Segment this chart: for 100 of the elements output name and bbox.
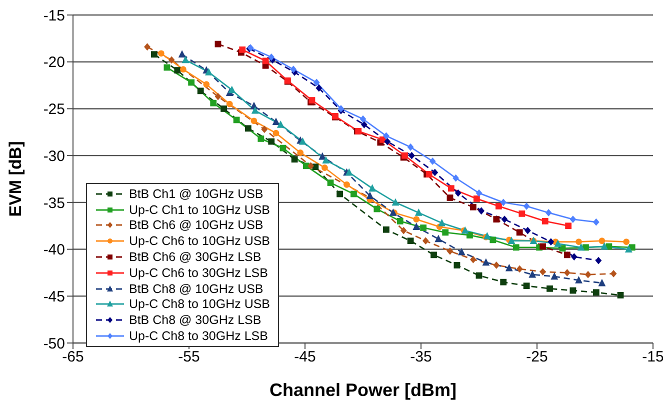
point [251,106,259,114]
legend-label: BtB Ch6 @ 10GHz USB [129,218,264,232]
point [412,222,420,230]
point [327,180,334,186]
point [205,68,212,76]
point [408,152,415,160]
point [280,144,286,152]
point [617,292,624,298]
point [540,243,546,250]
y-axis-title: EVM [dB] [6,141,26,217]
x-axis-title: Channel Power [dBm] [269,380,457,400]
point [470,256,476,264]
point [336,190,343,198]
point [546,285,553,292]
point [350,190,357,198]
point [392,198,400,206]
point [442,229,449,236]
point [180,66,186,73]
point [297,150,304,156]
point [422,237,429,245]
point [523,282,530,290]
y-tick-label: -50 [43,335,65,352]
point [493,216,500,222]
x-tick-label: -55 [178,348,200,366]
point [554,239,562,247]
point [623,238,630,245]
point [272,130,280,136]
x-tick-label: -25 [526,348,548,366]
legend-label: Up-C Ch8 to 30GHz LSB [129,329,268,344]
point [344,181,350,188]
point [490,236,496,244]
point [268,138,275,145]
point [396,218,404,224]
point [446,194,454,201]
point [446,247,454,255]
point [542,218,548,224]
point [570,216,576,223]
point [524,226,531,234]
point [570,253,578,260]
point [426,171,432,178]
point [466,232,473,238]
point [178,50,186,58]
point [291,156,298,163]
point [493,262,500,269]
legend-label: BtB Ch8 @ 10GHz USB [129,282,264,296]
point [244,125,252,132]
point [374,206,380,212]
point [575,276,582,284]
point [168,56,175,64]
point [210,100,217,106]
point [188,79,195,86]
point [592,218,600,226]
point [438,218,446,226]
point [182,56,190,64]
point [448,185,454,192]
point [454,262,460,268]
point [432,168,438,176]
point [528,270,536,278]
point [151,51,158,58]
point [595,256,602,264]
y-tick-label: -35 [43,194,65,212]
point [452,174,459,182]
point [420,224,427,231]
point [366,192,374,200]
point [313,78,320,86]
point [518,210,526,217]
point [496,202,502,210]
point [592,289,600,296]
point [500,278,507,286]
point [548,238,554,246]
point [577,243,585,251]
legend-label: Up-C Ch6 to 10GHz USB [129,234,270,248]
point [174,67,181,74]
point [516,265,523,273]
point [501,216,508,223]
point [500,198,507,206]
point [368,184,376,192]
point [584,270,592,278]
point [508,236,516,244]
point [565,222,572,230]
point [482,258,490,266]
point [322,156,330,164]
point [197,88,204,94]
point [576,238,582,245]
point [360,120,368,128]
point [233,116,240,124]
point [290,66,297,74]
point [458,248,466,256]
point [228,86,236,94]
point [220,106,227,112]
point [262,58,269,64]
point [203,81,210,88]
point [523,202,530,210]
x-tick-label: -15 [642,348,664,366]
point [158,50,164,57]
legend-label: Up-C Ch1 to 10GHz USB [129,202,270,217]
point [272,118,280,126]
point [383,132,390,140]
point [478,207,485,215]
point [434,234,442,242]
